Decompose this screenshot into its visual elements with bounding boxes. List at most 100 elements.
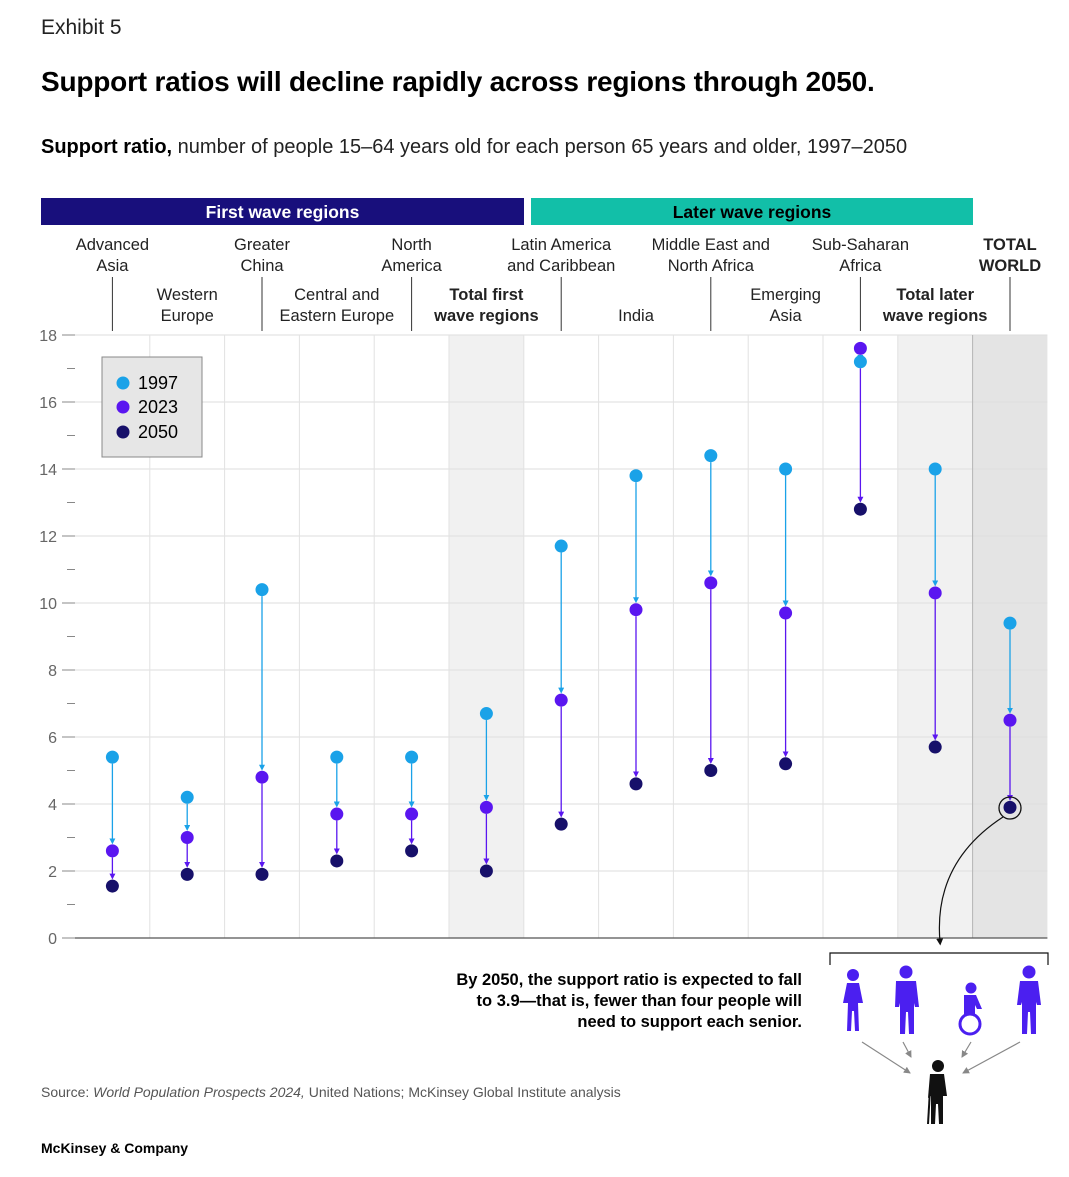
dot-2023-greater-china [255, 770, 269, 784]
source-title: World Population Prospects 2024, [93, 1084, 305, 1100]
dot-2050-emerging-asia [779, 757, 793, 771]
group-bar-first-wave-regions [41, 198, 524, 225]
dot-2050-total-later-wave-regions [928, 740, 942, 754]
category-label-line: Latin America [511, 236, 612, 254]
dot-1997-western-europe [180, 790, 194, 804]
subtitle-rest: number of people 15–64 years old for eac… [172, 136, 908, 158]
dot-1997-north-america [405, 750, 419, 764]
dot-2023-sub-saharan-africa [853, 341, 867, 355]
y-tick-label-18: 18 [39, 328, 57, 345]
brand: McKinsey & Company [41, 1140, 189, 1156]
callout-note: By 2050, the support ratio is expected t… [456, 971, 802, 1031]
category-label-middle-east-and-north-africa: Middle East and North Africa [652, 236, 770, 275]
dot-2023-emerging-asia [779, 606, 793, 620]
callout-connector [936, 816, 1004, 946]
callout-ring [998, 796, 1022, 820]
category-label-central-and-eastern-europe: Central and Eastern Europe [279, 286, 394, 325]
category-label-line: and Caribbean [507, 257, 615, 275]
dot-2050-north-america [405, 844, 419, 858]
category-label-line: Middle East and [652, 236, 770, 254]
senior-icon [927, 1060, 947, 1125]
category-label-line: Asia [770, 307, 803, 325]
y-tick-label-6: 6 [48, 730, 57, 747]
exhibit-label: Exhibit 5 [41, 16, 122, 39]
dot-2050-advanced-asia [105, 879, 119, 893]
y-tick-label-2: 2 [48, 864, 57, 881]
category-label-emerging-asia: Emerging Asia [750, 286, 821, 325]
dot-1997-central-and-eastern-europe [330, 750, 344, 764]
dot-2023-advanced-asia [105, 844, 119, 858]
dot-1997-total-later-wave-regions [928, 462, 942, 476]
legend-swatch-2023 [116, 400, 130, 414]
dot-1997-middle-east-and-north-africa [704, 449, 718, 463]
dot-2050-middle-east-and-north-africa [704, 764, 718, 777]
category-label-line: Sub-Saharan [812, 236, 909, 254]
dot-1997-sub-saharan-africa [853, 355, 867, 369]
chart-subtitle: Support ratio, number of people 15–64 ye… [41, 136, 907, 159]
dot-2050-sub-saharan-africa [853, 502, 867, 516]
category-label-line: Asia [96, 257, 129, 275]
legend-label-2050: 2050 [138, 422, 178, 442]
category-label-north-america: North America [381, 236, 442, 275]
dot-1997-total-first-wave-regions [479, 707, 493, 721]
category-label-greater-china: Greater China [234, 236, 290, 275]
legend-swatch-1997 [116, 376, 130, 390]
y-tick-label-16: 16 [39, 395, 57, 412]
group-label-later-wave-regions: Later wave regions [673, 202, 832, 222]
dot-2050-total-first-wave-regions [479, 864, 493, 878]
dot-2050-central-and-eastern-europe [330, 854, 344, 868]
dot-1997-latin-america-and-caribbean [554, 539, 568, 553]
legend-label-2023: 2023 [138, 397, 178, 417]
dot-1997-india [629, 469, 643, 483]
dot-2050-western-europe [180, 867, 194, 881]
category-label-line: Western [157, 286, 218, 304]
person-wheelchair-icon [958, 982, 982, 1036]
dot-2050-total-world [1003, 800, 1017, 814]
category-label-latin-america-and-caribbean: Latin America and Caribbean [507, 236, 615, 275]
dot-1997-emerging-asia [779, 462, 793, 476]
dot-2023-middle-east-and-north-africa [704, 576, 718, 590]
category-label-line: Greater [234, 236, 290, 254]
y-tick-label-14: 14 [39, 462, 57, 479]
category-label-line: China [240, 257, 284, 275]
category-label-advanced-asia: Advanced Asia [76, 236, 149, 275]
group-bar-later-wave-regions [531, 198, 973, 225]
category-label-total-later-wave-regions: Total later wave regions [882, 286, 988, 325]
dot-2050-latin-america-and-caribbean [554, 817, 568, 831]
arrow-wheelchair-to-senior [961, 1041, 972, 1058]
source-rest: United Nations; McKinsey Global Institut… [304, 1084, 621, 1100]
dot-2023-total-world [1003, 713, 1017, 727]
category-label-line: America [381, 257, 442, 275]
dot-2023-central-and-eastern-europe [330, 807, 344, 821]
category-label-total-world: TOTAL WORLD [979, 236, 1041, 275]
category-label-line: Emerging [750, 286, 821, 304]
category-label-line: Eastern Europe [279, 307, 394, 325]
legend-swatch-2050 [116, 425, 130, 439]
arrow-man-to-senior [902, 1041, 912, 1058]
category-label-line: wave regions [433, 307, 539, 325]
arrow-man2-to-senior [962, 1041, 1021, 1074]
source-note: Source: World Population Prospects 2024,… [41, 1084, 621, 1100]
dot-2050-india [629, 777, 643, 791]
category-label-line: WORLD [979, 257, 1041, 275]
y-tick-label-4: 4 [48, 797, 57, 814]
dot-2023-india [629, 603, 643, 617]
category-label-line: North Africa [668, 257, 755, 275]
y-tick-label-12: 12 [39, 529, 57, 546]
arrow-woman-to-senior [861, 1041, 911, 1074]
source-label: Source: [41, 1084, 94, 1100]
chart-title: Support ratios will decline rapidly acro… [41, 66, 875, 97]
callout-bracket [829, 952, 1049, 965]
dot-1997-total-world [1003, 616, 1017, 630]
category-label-line: Total later [896, 286, 974, 304]
dot-1997-greater-china [255, 583, 269, 597]
category-label-line: Total first [449, 286, 523, 304]
dot-2050-greater-china [255, 867, 269, 881]
subtitle-bold: Support ratio, [41, 136, 173, 158]
category-label-line: North [391, 236, 431, 254]
category-label-india: India [618, 307, 655, 325]
y-tick-label-8: 8 [48, 663, 57, 680]
person-man-2-icon [1017, 965, 1041, 1034]
person-man-icon [895, 965, 919, 1034]
